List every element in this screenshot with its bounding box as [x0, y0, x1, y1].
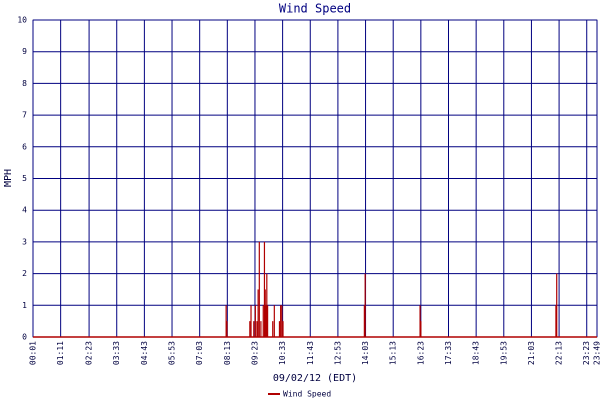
- y-tick-label: 2: [22, 269, 27, 278]
- x-tick-label: 23:49: [593, 341, 600, 365]
- x-tick-label: 16:23: [416, 341, 425, 365]
- x-tick-label: 09:23: [250, 341, 259, 365]
- y-tick-label: 6: [22, 142, 27, 151]
- y-tick-label: 7: [22, 111, 27, 120]
- x-tick-label: 03:33: [112, 341, 121, 365]
- x-tick-label: 05:53: [168, 341, 177, 365]
- x-tick-label: 17:33: [444, 341, 453, 365]
- x-tick-label: 23:23: [582, 341, 591, 365]
- y-tick-label: 4: [22, 206, 27, 215]
- y-tick-label: 8: [22, 79, 27, 88]
- y-axis-title: MPH: [3, 169, 14, 187]
- x-tick-label: 10:33: [278, 341, 287, 365]
- legend-label: Wind Speed: [283, 390, 331, 399]
- x-tick-label: 14:03: [361, 341, 370, 365]
- chart-title: Wind Speed: [279, 2, 351, 16]
- x-tick-label: 11:43: [306, 341, 315, 365]
- x-tick-label: 02:23: [85, 341, 94, 365]
- y-tick-label: 10: [17, 16, 27, 25]
- x-tick-label: 18:43: [472, 341, 481, 365]
- y-tick-label: 0: [22, 333, 27, 342]
- y-tick-label: 3: [22, 237, 27, 246]
- x-tick-label: 15:13: [389, 341, 398, 365]
- x-tick-label: 07:03: [195, 341, 204, 365]
- y-tick-label: 5: [22, 174, 27, 183]
- x-tick-label: 00:01: [29, 341, 38, 365]
- y-tick-label: 1: [22, 301, 27, 310]
- x-axis-title: 09/02/12 (EDT): [273, 373, 357, 384]
- x-tick-label: 22:13: [555, 341, 564, 365]
- x-tick-label: 21:03: [527, 341, 536, 365]
- x-tick-label: 01:11: [56, 341, 65, 365]
- y-tick-label: 9: [22, 47, 27, 56]
- x-tick-label: 19:53: [499, 341, 508, 365]
- x-tick-label: 12:53: [333, 341, 342, 365]
- x-tick-label: 04:43: [140, 341, 149, 365]
- x-tick-label: 08:13: [223, 341, 232, 365]
